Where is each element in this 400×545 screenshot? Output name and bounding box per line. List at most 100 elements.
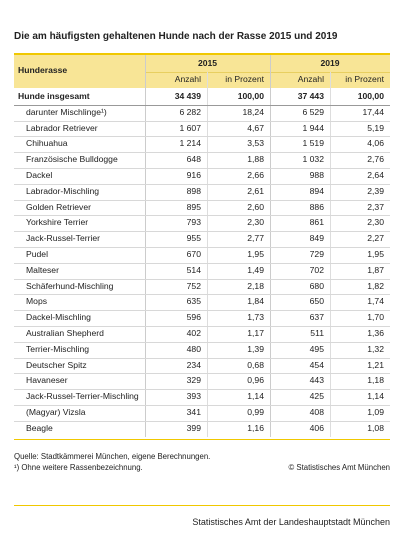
- row-line: [14, 373, 390, 375]
- row-line: [14, 262, 390, 264]
- cell: 1,73: [247, 312, 264, 323]
- cell: 2,27: [367, 233, 384, 244]
- cell: 2,61: [247, 185, 264, 196]
- cell: 670: [186, 249, 201, 259]
- cell: 1,32: [367, 343, 384, 354]
- cell: 1 214: [179, 138, 201, 149]
- row-line: [14, 247, 390, 248]
- row-line: [14, 326, 390, 327]
- cell: 2,66: [247, 170, 264, 180]
- cell: 1,08: [367, 422, 384, 433]
- row-line: [14, 357, 390, 359]
- cell: 1,84: [247, 296, 264, 307]
- cell: 341: [186, 407, 201, 417]
- cell: 916: [186, 170, 201, 180]
- cell: 18,24: [242, 106, 264, 117]
- row-line: [14, 152, 390, 154]
- cell: 1,82: [367, 280, 384, 291]
- row-label: Havaneser: [26, 375, 68, 386]
- cell: 1,49: [247, 264, 264, 275]
- row-line: [14, 183, 390, 185]
- cell: 650: [309, 296, 324, 307]
- row-label: Jack-Russel-Terrier-Mischling: [26, 391, 139, 402]
- cell: 1,16: [247, 422, 264, 433]
- row-label: Yorkshire Terrier: [26, 217, 89, 228]
- cell: 1 944: [302, 122, 324, 133]
- row-line: [14, 294, 390, 296]
- cell: 637: [309, 312, 324, 323]
- column-line: [145, 55, 146, 437]
- cell: 4,06: [367, 138, 384, 149]
- cell: 495: [309, 343, 324, 354]
- cell: 898: [186, 185, 201, 196]
- column-line: [270, 55, 271, 437]
- group-header: 2015: [197, 58, 218, 68]
- cell: 648: [186, 154, 201, 165]
- row-label: Chihuahua: [26, 138, 68, 149]
- row-label: Malteser: [26, 264, 59, 275]
- cell: 752: [186, 280, 201, 291]
- cell: 988: [309, 170, 324, 180]
- cell: 1,74: [367, 296, 384, 307]
- row-label: Australian Shepherd: [26, 328, 104, 338]
- rule: [145, 72, 390, 73]
- row-line: [14, 120, 390, 122]
- cell: 1,95: [367, 249, 384, 259]
- cell: 2,60: [247, 201, 264, 212]
- cell: 1,17: [247, 328, 264, 338]
- copyright: © Statistisches Amt München: [288, 463, 390, 472]
- row-label: Deutscher Spitz: [26, 359, 87, 370]
- cell: 17,44: [362, 106, 384, 117]
- row-line: [14, 310, 390, 312]
- row-label: darunter Mischlinge¹): [26, 106, 107, 117]
- cell: 0,96: [247, 375, 264, 386]
- cell: 234: [186, 359, 201, 370]
- footer-rule: [14, 505, 390, 506]
- cell: 793: [186, 217, 201, 228]
- row-line: [14, 199, 390, 201]
- cell: 2,77: [247, 233, 264, 244]
- row-label: Golden Retriever: [26, 201, 91, 212]
- cell: 1,36: [367, 328, 384, 338]
- column-header: Hunderasse: [18, 65, 68, 75]
- row-line: [14, 104, 390, 106]
- cell: 3,53: [247, 138, 264, 149]
- column-header: Anzahl: [174, 74, 201, 84]
- row-line: [14, 278, 390, 280]
- cell: 1,18: [367, 375, 384, 386]
- group-header: 2019: [320, 58, 340, 68]
- row-label: Mops: [26, 296, 48, 307]
- row-label: Schäferhund-Mischling: [26, 280, 114, 291]
- cell: 1,95: [247, 249, 264, 259]
- row-line: [14, 215, 390, 217]
- top-rule: [14, 53, 390, 55]
- cell: 443: [309, 375, 324, 386]
- cell: 6 529: [302, 106, 324, 117]
- cell: 454: [309, 359, 324, 370]
- cell: 6 282: [179, 106, 201, 117]
- row-label: Jack-Russel-Terrier: [26, 233, 101, 244]
- cell: 511: [310, 328, 324, 338]
- cell: 2,30: [247, 217, 264, 228]
- cell: 2,18: [247, 280, 264, 291]
- cell: 480: [186, 343, 201, 354]
- cell: 5,19: [367, 122, 384, 133]
- footnote: ¹) Ohne weitere Rassenbezeichnung.: [14, 463, 143, 472]
- row-label: Dackel: [26, 170, 53, 180]
- row-line: [14, 420, 390, 422]
- cell: 406: [309, 422, 324, 433]
- row-line: [14, 389, 390, 391]
- cell: 4,67: [247, 122, 264, 133]
- row-line: [14, 231, 390, 233]
- row-label: Terrier-Mischling: [26, 343, 90, 354]
- cell: 894: [309, 185, 324, 196]
- column-header: Anzahl: [297, 74, 324, 84]
- cell: 1,09: [367, 407, 384, 417]
- cell: 635: [186, 296, 201, 307]
- cell: 0,68: [247, 359, 264, 370]
- cell: 1,88: [247, 154, 264, 165]
- row-label: (Magyar) Vizsla: [26, 407, 86, 417]
- cell: 1,14: [247, 391, 264, 402]
- cell: 2,39: [367, 185, 384, 196]
